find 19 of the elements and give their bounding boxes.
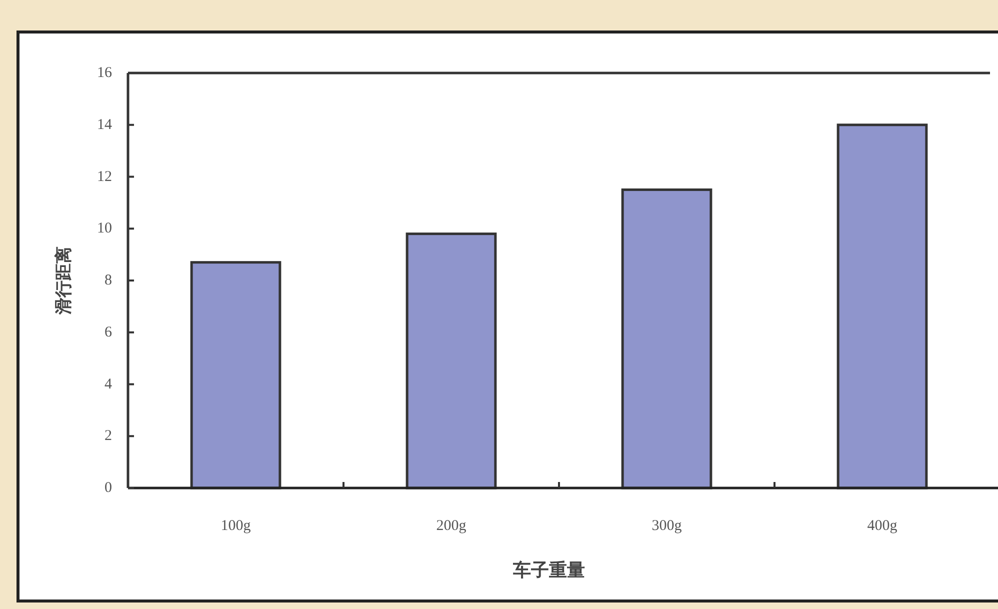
x-tick-label: 300g xyxy=(652,518,682,534)
x-tick-label: 100g xyxy=(220,518,252,534)
bar xyxy=(621,188,712,490)
x-axis-title: 车子重量 xyxy=(512,560,585,581)
y-tick-label: 8 xyxy=(104,272,112,288)
y-tick-label: 16 xyxy=(97,65,112,81)
x-tick-label: 400g xyxy=(867,518,898,534)
bar xyxy=(836,124,928,490)
y-tick-label: 10 xyxy=(97,220,112,237)
y-tick-label: 2 xyxy=(104,428,112,444)
y-tick-label: 0 xyxy=(104,480,112,496)
y-axis-title: 滑行距离 xyxy=(54,246,74,316)
bar xyxy=(406,232,497,490)
y-tick-label: 4 xyxy=(104,376,112,392)
x-tick-label: 200g xyxy=(436,518,467,534)
y-tick-label: 14 xyxy=(97,116,112,133)
bar xyxy=(190,261,282,490)
y-tick-label: 6 xyxy=(104,324,112,340)
y-tick-label: 12 xyxy=(97,168,112,185)
